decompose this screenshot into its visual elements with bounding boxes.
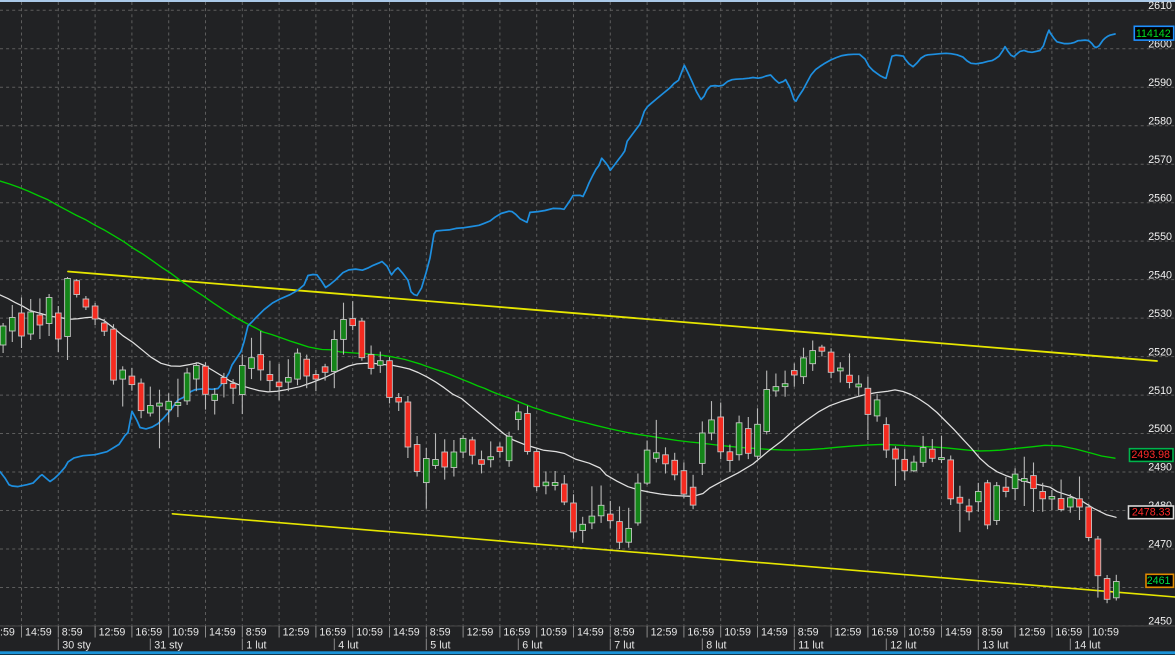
svg-text:2490: 2490 xyxy=(1148,462,1172,474)
svg-text:12:59: 12:59 xyxy=(835,627,862,639)
svg-text:14 lut: 14 lut xyxy=(1074,640,1100,652)
svg-text:6 lut: 6 lut xyxy=(522,640,542,652)
svg-text:114142: 114142 xyxy=(1136,28,1171,40)
svg-text:16:59: 16:59 xyxy=(1055,627,1082,639)
svg-text:2600: 2600 xyxy=(1148,38,1172,50)
svg-text:2530: 2530 xyxy=(1148,308,1172,320)
svg-text:31 sty: 31 sty xyxy=(154,640,183,652)
svg-text:14:59: 14:59 xyxy=(209,627,236,639)
svg-text:12:59: 12:59 xyxy=(1019,627,1046,639)
svg-text:8:59: 8:59 xyxy=(430,627,451,639)
svg-text:16:59: 16:59 xyxy=(871,627,898,639)
svg-text::59: :59 xyxy=(0,627,15,639)
svg-text:14:59: 14:59 xyxy=(945,627,972,639)
svg-text:2450: 2450 xyxy=(1148,616,1172,628)
svg-text:7 lut: 7 lut xyxy=(614,640,634,652)
svg-text:12 lut: 12 lut xyxy=(890,640,916,652)
svg-text:12:59: 12:59 xyxy=(651,627,678,639)
svg-text:12:59: 12:59 xyxy=(99,627,126,639)
svg-text:5 lut: 5 lut xyxy=(430,640,450,652)
svg-text:2500: 2500 xyxy=(1148,423,1172,435)
svg-text:2478.33: 2478.33 xyxy=(1132,507,1171,519)
svg-text:2570: 2570 xyxy=(1148,154,1172,166)
svg-text:2461: 2461 xyxy=(1147,575,1171,587)
svg-text:8:59: 8:59 xyxy=(62,627,83,639)
svg-text:2470: 2470 xyxy=(1148,539,1172,551)
svg-text:14:59: 14:59 xyxy=(577,627,604,639)
svg-text:12:59: 12:59 xyxy=(283,627,310,639)
svg-text:16:59: 16:59 xyxy=(503,627,530,639)
svg-text:10:59: 10:59 xyxy=(540,627,567,639)
svg-text:10:59: 10:59 xyxy=(1092,627,1119,639)
svg-text:14:59: 14:59 xyxy=(761,627,788,639)
svg-text:10:59: 10:59 xyxy=(356,627,383,639)
svg-text:16:59: 16:59 xyxy=(687,627,714,639)
svg-text:2550: 2550 xyxy=(1148,231,1172,243)
svg-text:11 lut: 11 lut xyxy=(798,640,823,652)
svg-text:16:59: 16:59 xyxy=(135,627,162,639)
svg-text:16:59: 16:59 xyxy=(319,627,346,639)
svg-text:8:59: 8:59 xyxy=(614,627,635,639)
svg-text:8 lut: 8 lut xyxy=(706,640,726,652)
svg-text:14:59: 14:59 xyxy=(25,627,52,639)
svg-text:2560: 2560 xyxy=(1148,192,1172,204)
svg-text:1 lut: 1 lut xyxy=(246,640,266,652)
svg-text:13 lut: 13 lut xyxy=(982,640,1008,652)
svg-text:8:59: 8:59 xyxy=(798,627,819,639)
svg-text:14:59: 14:59 xyxy=(393,627,420,639)
svg-text:10:59: 10:59 xyxy=(908,627,935,639)
svg-text:4 lut: 4 lut xyxy=(338,640,358,652)
svg-text:2580: 2580 xyxy=(1148,115,1172,127)
svg-text:12:59: 12:59 xyxy=(467,627,494,639)
svg-text:2510: 2510 xyxy=(1148,385,1172,397)
svg-text:10:59: 10:59 xyxy=(724,627,751,639)
svg-text:2590: 2590 xyxy=(1148,77,1172,89)
svg-text:2493.98: 2493.98 xyxy=(1131,449,1170,461)
svg-text:2520: 2520 xyxy=(1148,346,1172,358)
svg-text:8:59: 8:59 xyxy=(246,627,267,639)
svg-text:2610: 2610 xyxy=(1148,0,1172,12)
svg-text:8:59: 8:59 xyxy=(982,627,1003,639)
svg-text:30 sty: 30 sty xyxy=(62,640,91,652)
svg-text:2540: 2540 xyxy=(1148,269,1172,281)
svg-text:10:59: 10:59 xyxy=(172,627,199,639)
